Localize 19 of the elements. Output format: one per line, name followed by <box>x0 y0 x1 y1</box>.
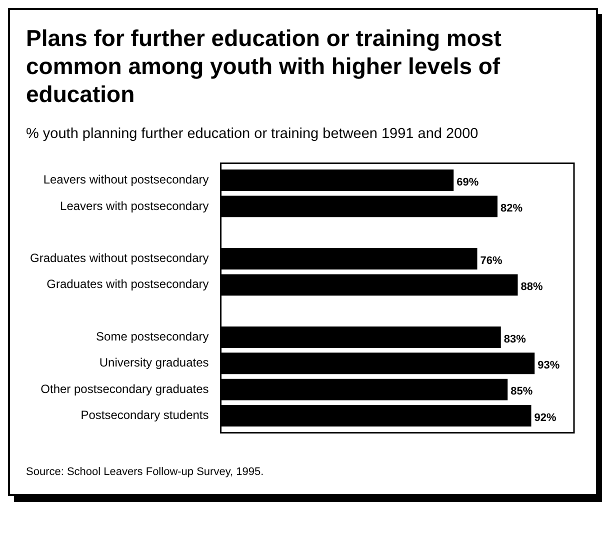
data-label: 82% <box>500 202 523 214</box>
data-label: 83% <box>504 333 526 346</box>
data-label: 88% <box>520 280 543 293</box>
chart-subtitle: % youth planning further education or training between 1991 and 2000 <box>26 126 480 142</box>
y-tick-label: Other postsecondary graduates <box>40 382 209 396</box>
y-tick-label: Graduates with postsecondary <box>46 277 209 292</box>
y-tick-label: Leavers without postsecondary <box>43 172 209 187</box>
data-label: 85% <box>510 386 533 398</box>
y-tick-label: Some postsecondary <box>96 330 209 344</box>
data-label: 92% <box>534 412 556 424</box>
y-tick-label: Graduates without postsecondary <box>30 251 209 266</box>
source-note: Source: School Leavers Follow-up Survey, 1995. <box>26 466 265 478</box>
data-label: 69% <box>456 176 479 188</box>
chart-title: Plans for further education or training most common among youth with higher levels of education <box>26 24 502 108</box>
data-label: 93% <box>538 359 560 372</box>
data-label: 76% <box>480 254 502 267</box>
y-tick-label: University graduates <box>99 356 209 370</box>
y-tick-label: Leavers with postsecondary <box>60 198 209 213</box>
y-tick-label: Postsecondary students <box>80 408 209 422</box>
